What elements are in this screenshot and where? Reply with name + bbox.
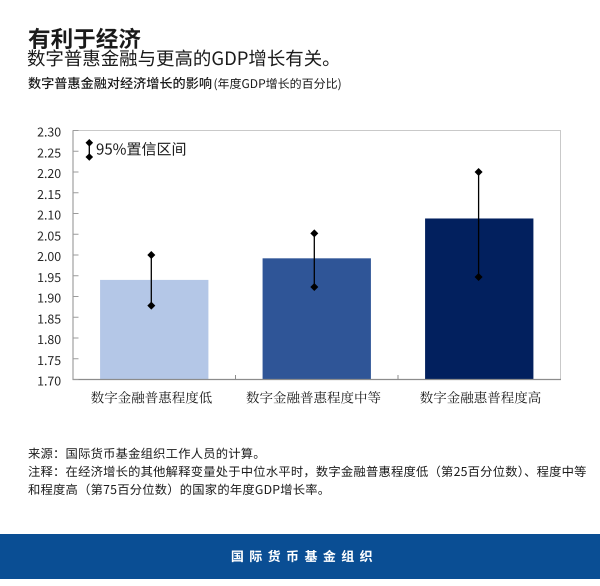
svg-text:1.80: 1.80 <box>37 330 61 348</box>
svg-text:2.30: 2.30 <box>37 123 61 141</box>
svg-text:1.85: 1.85 <box>37 309 61 327</box>
svg-text:2.15: 2.15 <box>37 185 61 203</box>
svg-text:2.05: 2.05 <box>37 226 61 244</box>
svg-text:2.00: 2.00 <box>37 247 61 265</box>
svg-text:数字金融普惠程度中等: 数字金融普惠程度中等 <box>246 386 381 406</box>
svg-text:2.20: 2.20 <box>37 164 61 182</box>
svg-text:数字金融普惠程度低: 数字金融普惠程度低 <box>91 386 213 406</box>
svg-text:2.25: 2.25 <box>37 143 61 161</box>
svg-text:95%置信区间: 95%置信区间 <box>96 138 186 159</box>
svg-text:1.70: 1.70 <box>37 372 61 390</box>
svg-text:2.10: 2.10 <box>37 206 61 224</box>
svg-text:1.95: 1.95 <box>37 268 61 286</box>
svg-text:1.75: 1.75 <box>37 351 61 369</box>
svg-text:数字金融惠普程度高: 数字金融惠普程度高 <box>420 386 542 406</box>
svg-text:1.90: 1.90 <box>37 289 61 307</box>
